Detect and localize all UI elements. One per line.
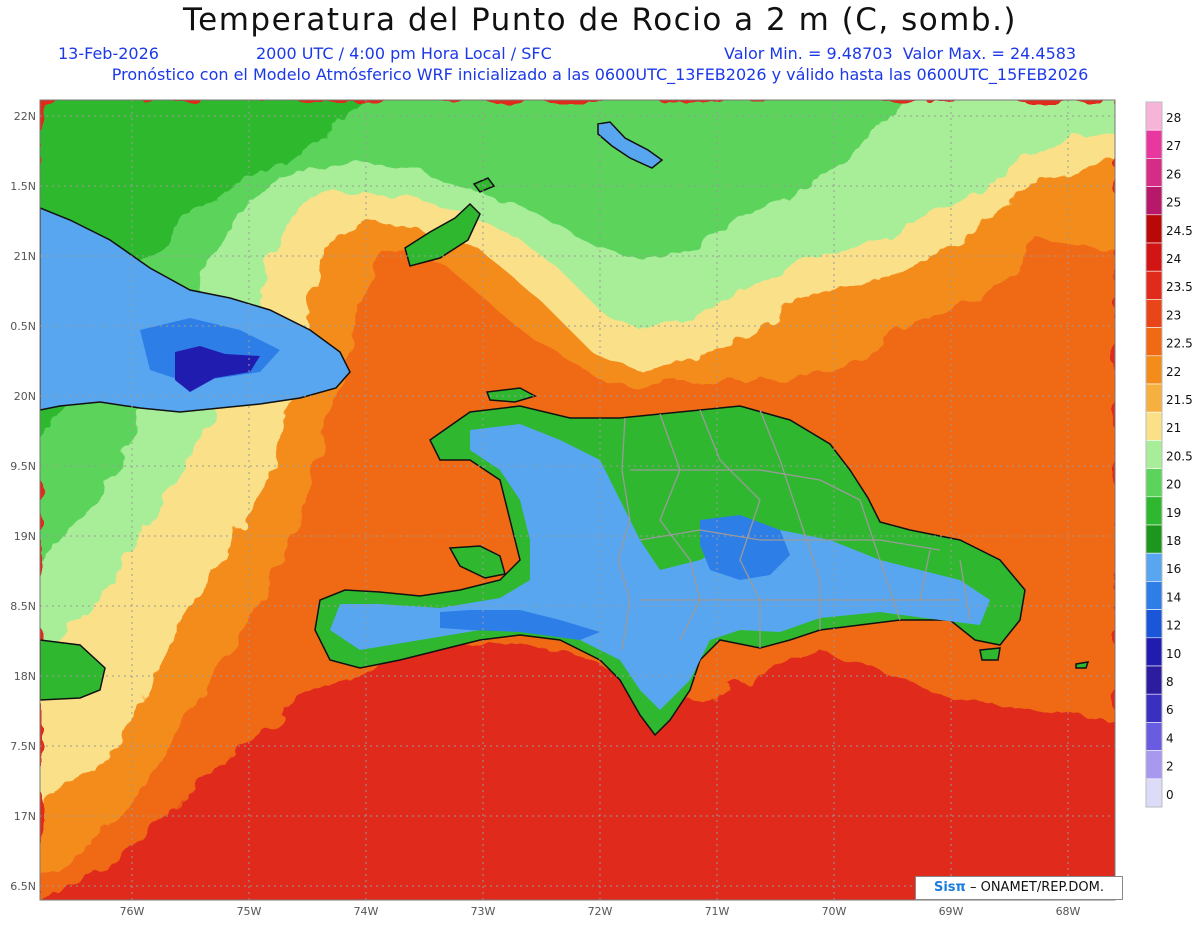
lat-label: 7.5N — [10, 740, 36, 753]
colorbar-swatch — [1145, 186, 1163, 216]
date-label: 13-Feb-2026 — [58, 44, 159, 63]
latitude-axis: 22N 1.5N 21N 0.5N 20N 9.5N 19N 8.5N 18N … — [10, 110, 36, 893]
lat-label: 18N — [14, 670, 36, 683]
colorbar-label: 20.5 — [1166, 449, 1193, 463]
colorbar-label: 8 — [1166, 675, 1174, 689]
colorbar-label: 24 — [1166, 252, 1181, 266]
colorbar-label: 20 — [1166, 478, 1181, 492]
colorbar-swatch — [1145, 552, 1163, 582]
colorbar-swatch — [1145, 327, 1163, 357]
colorbar-label: 22 — [1166, 365, 1181, 379]
colorbar-label: 21.5 — [1166, 393, 1193, 407]
model-info-label: Pronóstico con el Modelo Atmósferico WRF… — [111, 65, 1089, 84]
lon-label: 68W — [1056, 905, 1081, 918]
colorbar-label: 24.5 — [1166, 224, 1193, 238]
colorbar-swatch — [1145, 158, 1163, 187]
lon-label: 73W — [471, 905, 496, 918]
lon-label: 72W — [588, 905, 613, 918]
colorbar-label: 12 — [1166, 619, 1181, 633]
lon-label: 70W — [822, 905, 847, 918]
colorbar-label: 26 — [1166, 167, 1181, 181]
colorbar-label: 16 — [1166, 562, 1181, 576]
colorbar-label: 28 — [1166, 111, 1181, 125]
value-range-label: Valor Min. = 9.48703 Valor Max. = 24.458… — [724, 44, 1077, 63]
colorbar-swatch — [1145, 778, 1163, 808]
colorbar: 2827262524.52423.52322.52221.52120.52019… — [1145, 101, 1193, 808]
colorbar-swatch — [1145, 496, 1163, 526]
colorbar-swatch — [1145, 637, 1163, 667]
colorbar-swatch — [1145, 270, 1163, 300]
colorbar-swatch — [1145, 468, 1163, 498]
colorbar-swatch — [1145, 750, 1163, 780]
credit-text: – ONAMET/REP.DOM. — [969, 880, 1104, 895]
colorbar-label: 22.5 — [1166, 337, 1193, 351]
lat-label: 20N — [14, 390, 36, 403]
colorbar-label: 19 — [1166, 506, 1181, 520]
colorbar-label: 0 — [1166, 788, 1174, 802]
lon-label: 74W — [354, 905, 379, 918]
lat-label: 17N — [14, 810, 36, 823]
colorbar-swatch — [1145, 440, 1163, 469]
colorbar-label: 2 — [1166, 760, 1174, 774]
lat-label: 8.5N — [10, 600, 36, 613]
colorbar-label: 14 — [1166, 590, 1181, 604]
credit-box: Sisπ – ONAMET/REP.DOM. — [915, 876, 1123, 900]
colorbar-swatch — [1145, 665, 1163, 695]
lat-label: 9.5N — [10, 460, 36, 473]
lon-label: 76W — [120, 905, 145, 918]
colorbar-swatch — [1145, 383, 1163, 413]
colorbar-swatch — [1145, 129, 1163, 159]
colorbar-label: 23.5 — [1166, 280, 1193, 294]
lat-label: 1.5N — [10, 180, 36, 193]
colorbar-label: 23 — [1166, 308, 1181, 322]
lon-label: 75W — [237, 905, 262, 918]
colorbar-swatch — [1145, 581, 1163, 610]
colorbar-swatch — [1145, 693, 1163, 723]
colorbar-swatch — [1145, 299, 1163, 328]
colorbar-label: 18 — [1166, 534, 1181, 548]
colorbar-label: 4 — [1166, 731, 1174, 745]
lat-label: 22N — [14, 110, 36, 123]
lat-label: 0.5N — [10, 320, 36, 333]
map-frame — [39, 99, 1116, 901]
colorbar-label: 6 — [1166, 703, 1174, 717]
sispi-logo: Sisπ — [933, 880, 966, 895]
colorbar-swatch — [1145, 524, 1163, 554]
colorbar-label: 25 — [1166, 196, 1181, 210]
colorbar-swatch — [1145, 355, 1163, 385]
colorbar-swatch — [1145, 101, 1163, 131]
colorbar-swatch — [1145, 242, 1163, 272]
colorbar-swatch — [1145, 609, 1163, 639]
lat-label: 19N — [14, 530, 36, 543]
dewpoint-field — [40, 100, 1115, 900]
colorbar-label: 21 — [1166, 421, 1181, 435]
lat-label: 6.5N — [10, 880, 36, 893]
colorbar-swatch — [1145, 722, 1163, 751]
map-title: Temperatura del Punto de Rocio a 2 m (C,… — [182, 2, 1018, 38]
lat-label: 21N — [14, 250, 36, 263]
longitude-axis: 76W 75W 74W 73W 72W 71W 70W 69W 68W — [120, 905, 1081, 918]
lon-label: 71W — [705, 905, 730, 918]
colorbar-swatch — [1145, 411, 1163, 441]
colorbar-label: 10 — [1166, 647, 1181, 661]
lon-label: 69W — [939, 905, 964, 918]
time-label: 2000 UTC / 4:00 pm Hora Local / SFC — [256, 44, 552, 63]
colorbar-label: 27 — [1166, 139, 1181, 153]
hispaniola — [314, 405, 1026, 737]
colorbar-frame — [1145, 101, 1163, 808]
colorbar-swatch — [1145, 214, 1163, 244]
